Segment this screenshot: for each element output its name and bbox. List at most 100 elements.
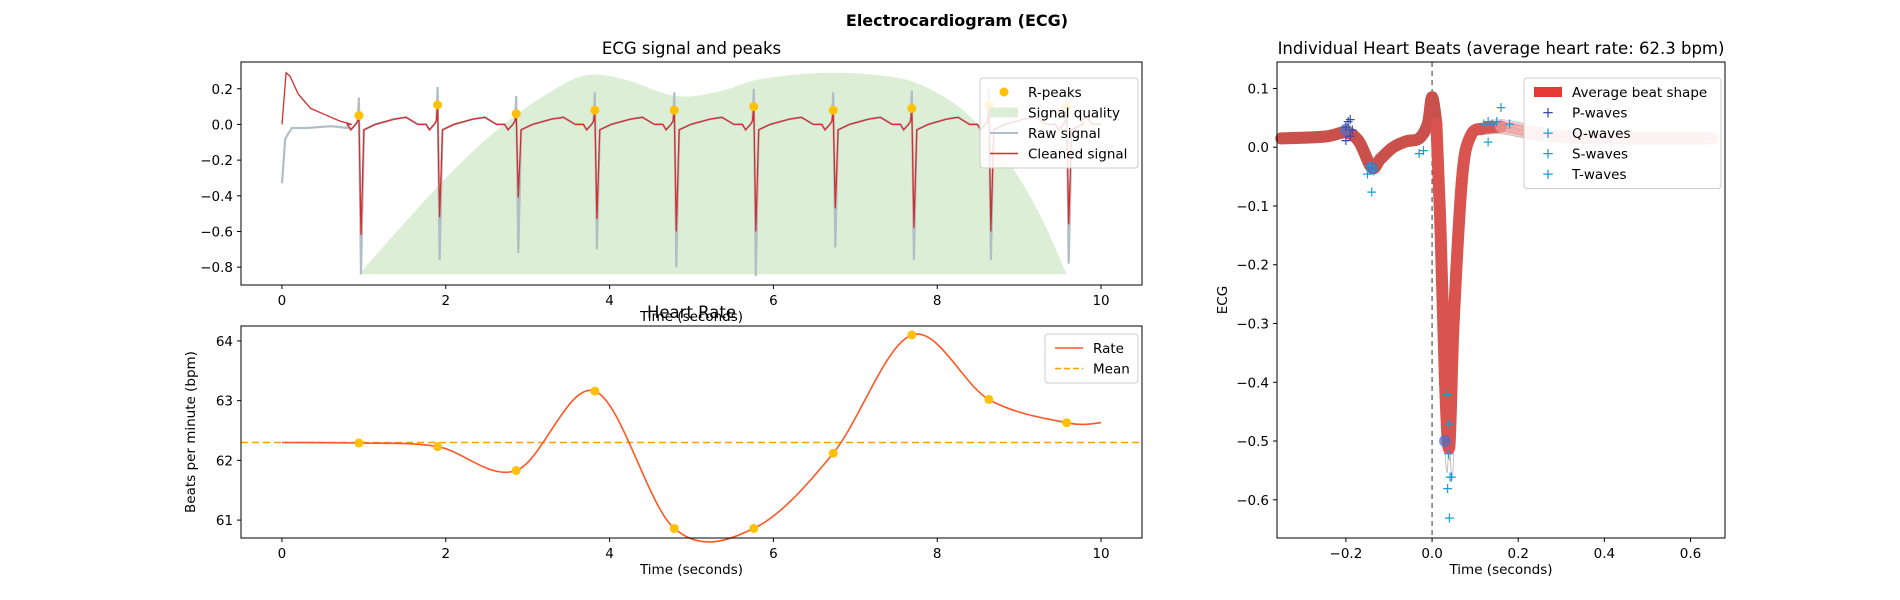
ecg-signal-x-tick-label: 10 [1092,293,1109,309]
heartbeats-axes-frame [1276,61,1726,539]
heartbeats-x-axis-label: Time (seconds) [1448,562,1552,578]
signal-quality-area [358,72,1067,275]
heart-rate-x-tick-label: 10 [1092,546,1109,562]
heart-rate-y-tick-label: 62 [216,453,233,469]
rate-point-marker [749,523,759,533]
ecg-signal-legend-label-r-peaks: R-peaks [1028,85,1082,101]
rate-point-marker [354,438,364,448]
rate-point-marker [984,394,994,404]
p-wave-marker: + [1340,133,1352,149]
t-wave-marker: + [1487,117,1499,133]
ecg-signal-x-tick-label: 2 [441,293,450,309]
heartbeats-y-axis-label: ECG [1215,286,1231,314]
q-wave-marker: + [1413,146,1425,162]
r-peak-marker [511,109,521,119]
rate-point-marker [1062,418,1072,428]
ecg-signal-x-tick-label: 0 [278,293,287,309]
heartbeats-legend-swatch-p-waves: + [1542,104,1555,122]
t-wave-marker: + [1495,100,1507,116]
s-wave-marker: + [1446,469,1458,485]
ecg-signal-y-tick-label: −0.8 [200,260,233,276]
heart-rate-legend-label-mean: Mean [1093,362,1130,378]
ecg-signal-x-tick-label: 6 [769,293,778,309]
heart-rate-x-tick-label: 4 [605,546,614,562]
ecg-signal-y-tick-label: 0.0 [212,117,233,133]
heart-rate-x-tick-label: 6 [769,546,778,562]
figure-title: Electrocardiogram (ECG) [846,11,1068,30]
q-wave-marker: + [1418,143,1430,159]
ecg-signal-y-tick-label: −0.6 [200,224,233,240]
ecg-signal-y-tick-label: 0.2 [212,82,233,98]
average-beat-highlight [1339,123,1352,136]
ecg-signal-legend-swatch-r-peaks [999,87,1009,97]
heartbeats-x-tick-label: 0.4 [1594,546,1615,562]
ecg-signal-axes-frame [240,61,1143,286]
rate-point-marker [828,448,838,458]
ecg-signal-x-axis-label: Time (seconds) [639,309,743,325]
s-wave-marker: + [1443,416,1455,432]
t-wave-marker: + [1491,114,1503,130]
heartbeats-y-tick-label: −0.3 [1236,317,1269,333]
heartbeats-y-tick-label: 0.0 [1248,140,1269,156]
ecg-signal-legend-label-raw-signal: Raw signal [1028,126,1101,142]
t-wave-marker: + [1504,117,1516,133]
average-beat-highlight [1365,161,1378,174]
heart-rate-x-tick-label: 8 [933,546,942,562]
r-peak-marker [354,111,364,121]
ecg-signal-y-tick-label: −0.2 [200,153,233,169]
heartbeats-legend-swatch-s-waves: + [1542,145,1555,163]
heartbeats-legend-swatch-t-waves: + [1542,165,1555,183]
s-wave-marker: + [1442,481,1454,497]
heart-rate-legend-label-rate: Rate [1093,341,1124,357]
r-peak-marker [828,105,838,115]
q-wave-marker: + [1368,164,1380,180]
heart-rate-y-tick-label: 61 [216,513,233,529]
r-peak-marker [590,105,600,115]
heartbeats-legend-label-q-waves: Q-waves [1572,126,1631,142]
t-wave-marker: + [1482,134,1494,150]
heartbeats-legend-label-p-waves: P-waves [1572,106,1627,122]
ecg-signal-legend-box [979,77,1139,169]
r-peak-marker [669,105,679,115]
heartbeats-y-tick-label: −0.4 [1236,375,1269,391]
heartbeats-y-tick-label: 0.1 [1248,81,1269,97]
ecg-signal-panel: 0 2 4 6 8 10 −0.8 −0.6 −0.4 −0.2 0.0 0.2 Time (secon… [200,39,1143,325]
r-peak-marker [433,100,443,110]
s-wave-marker: + [1443,446,1455,462]
heart-rate-y-axis-label: Beats per minute (bpm) [183,351,199,513]
heart-rate-y-tick-label: 64 [216,334,233,350]
heartbeats-y-tick-label: −0.5 [1236,434,1269,450]
ecg-signal-legend-label-cleaned-signal: Cleaned signal [1028,147,1127,163]
heart-rate-line [281,333,1102,543]
r-peak-marker [749,102,759,112]
rate-point-marker [907,330,917,340]
s-wave-marker: + [1441,387,1453,403]
rate-point-marker [511,466,521,476]
s-wave-marker: + [1444,469,1456,485]
heartbeats-y-tick-label: −0.2 [1236,258,1269,274]
heartbeats-title: Individual Heart Beats (average heart ra… [1278,39,1725,58]
average-beat-line [1430,117,1507,455]
heartbeats-x-tick-label: 0.2 [1507,546,1528,562]
heart-rate-legend-box [1044,333,1139,384]
p-wave-marker: + [1347,123,1359,139]
heart-rate-x-tick-label: 0 [278,546,287,562]
heartbeats-panel: ++++++++++++++++++++++++++−0.2 0.0 0.2 0.4 0… [1215,39,1726,578]
heartbeats-x-tick-label: 0.6 [1680,546,1701,562]
q-wave-marker: + [1366,184,1378,200]
p-wave-marker: + [1344,112,1356,128]
heartbeats-legend-label-average-beat: Average beat shape [1572,85,1707,101]
s-wave-marker: + [1443,510,1455,526]
heartbeats-legend-label-t-waves: T-waves [1571,167,1627,183]
p-wave-marker: + [1342,114,1354,130]
heartbeats-legend-swatch-q-waves: + [1542,124,1555,142]
heart-rate-panel: 0 2 4 6 8 10 61 62 63 64 Time (seconds) Beats per m… [183,303,1143,578]
p-wave-marker: + [1340,120,1352,136]
heartbeats-x-tick-label: 0.0 [1421,546,1442,562]
r-peak-marker [907,103,917,113]
q-wave-marker: + [1362,167,1374,183]
heartbeats-legend-label-s-waves: S-waves [1572,147,1628,163]
t-wave-marker: + [1482,114,1494,130]
heart-rate-x-tick-label: 2 [441,546,450,562]
heart-rate-axes-frame [240,325,1143,539]
